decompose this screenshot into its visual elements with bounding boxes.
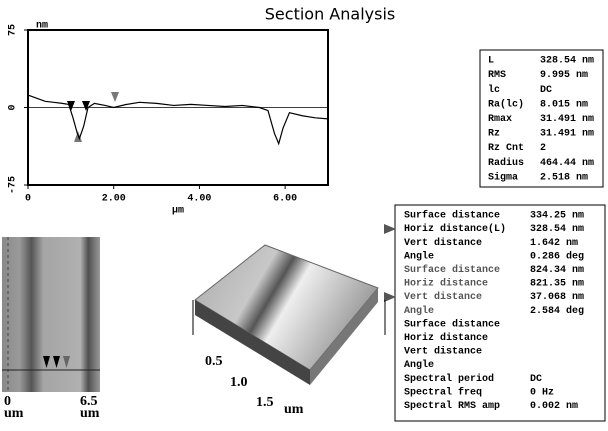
cursor-marker bbox=[384, 292, 396, 302]
stat-label: L bbox=[488, 56, 494, 67]
measure-value: 1.642 nm bbox=[530, 238, 578, 249]
y-tick-label: 0 bbox=[8, 104, 19, 110]
measure-label: Surface distance bbox=[404, 318, 500, 330]
stat-label: Radius bbox=[488, 157, 524, 169]
stat-label: RMS bbox=[488, 70, 506, 81]
surface-unit: um bbox=[284, 402, 304, 417]
measure-label: Spectral period bbox=[404, 373, 494, 385]
surface-tick: 0.5 bbox=[205, 354, 223, 369]
x-tick-label: 2.00 bbox=[102, 194, 126, 205]
x-axis-label: µm bbox=[172, 206, 184, 217]
measure-label: Angle bbox=[404, 359, 434, 371]
screen: Section Analysis nm µm L 328.54 nm RMS 9.99… bbox=[0, 0, 608, 426]
measure-label: Surface distance bbox=[404, 210, 500, 222]
cursor bbox=[111, 92, 119, 102]
measure-label: Vert distance bbox=[404, 346, 482, 358]
y-tick-label: -75 bbox=[8, 176, 19, 194]
measure-value: 2.584 deg bbox=[530, 305, 584, 317]
cursor bbox=[67, 101, 75, 111]
measure-label: Angle bbox=[404, 305, 434, 317]
surface-tick: 1.5 bbox=[256, 395, 274, 410]
y-tick-label: 75 bbox=[8, 24, 19, 36]
title: Section Analysis bbox=[265, 5, 395, 24]
stat-label: Rmax bbox=[488, 114, 512, 125]
image-x-unit: um bbox=[80, 406, 100, 421]
measure-value: 821.35 nm bbox=[530, 279, 584, 290]
x-tick-label: 0 bbox=[25, 194, 31, 205]
stat-value: 31.491 nm bbox=[540, 129, 594, 140]
measure-label: Horiz distance bbox=[404, 278, 488, 290]
measure-value: 824.34 nm bbox=[530, 265, 584, 276]
stat-value: 8.015 nm bbox=[540, 99, 588, 110]
x-tick-label: 6.00 bbox=[273, 194, 297, 205]
measure-label: Angle bbox=[404, 250, 434, 262]
stat-value: 328.54 nm bbox=[540, 56, 594, 67]
x-tick-label: 4.00 bbox=[187, 194, 211, 205]
measure-label: Horiz distance(L) bbox=[404, 223, 506, 235]
measure-value: 0.286 deg bbox=[530, 250, 584, 262]
measure-label: Vert distance bbox=[404, 237, 482, 249]
stat-value: 2.518 nm bbox=[540, 172, 588, 183]
stat-label: Sigma bbox=[488, 171, 518, 183]
stat-label: Rz bbox=[488, 129, 500, 140]
measure-value: 334.25 nm bbox=[530, 211, 584, 222]
measure-label: Vert distance bbox=[404, 291, 482, 303]
stat-value: 464.44 nm bbox=[540, 158, 594, 169]
y-axis-label: nm bbox=[36, 21, 48, 32]
cursor-marker bbox=[384, 224, 396, 234]
measure-value: 0.002 nm bbox=[530, 401, 578, 412]
measure-label: Spectral RMS amp bbox=[404, 400, 500, 412]
stat-label: Ra(lc) bbox=[488, 98, 524, 110]
stat-value: 9.995 nm bbox=[540, 70, 588, 81]
surface-tick: 1.0 bbox=[230, 375, 248, 390]
measure-label: Horiz distance bbox=[404, 332, 488, 344]
measure-value: DC bbox=[530, 374, 542, 385]
afm-image bbox=[2, 237, 100, 392]
stat-value: 2 bbox=[540, 143, 546, 154]
image-x-unit: um bbox=[4, 406, 24, 421]
measure-value: 37.068 nm bbox=[530, 292, 584, 303]
measure-value: 0 Hz bbox=[530, 387, 554, 398]
measure-label: Spectral freq bbox=[404, 386, 482, 398]
surface-3d bbox=[195, 245, 378, 370]
stat-value: DC bbox=[540, 85, 552, 96]
measure-value: 328.54 nm bbox=[530, 224, 584, 235]
stat-label: Rz Cnt bbox=[488, 143, 524, 154]
cursor bbox=[82, 101, 90, 111]
stat-value: 31.491 nm bbox=[540, 114, 594, 125]
measure-label: Surface distance bbox=[404, 264, 500, 276]
stat-label: lc bbox=[488, 84, 500, 96]
